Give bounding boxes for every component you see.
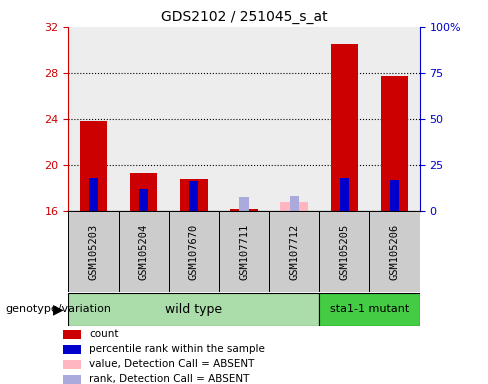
Text: count: count	[89, 329, 119, 339]
Bar	[319, 293, 420, 326]
Bar	[390, 180, 399, 211]
Bar	[330, 44, 358, 211]
Text: GSM107711: GSM107711	[239, 223, 249, 280]
Text: GSM105204: GSM105204	[139, 223, 149, 280]
Text: GSM105203: GSM105203	[88, 223, 99, 280]
Bar	[281, 202, 308, 211]
Bar	[180, 179, 207, 211]
Bar	[63, 330, 81, 339]
Bar	[68, 211, 119, 292]
Bar	[63, 375, 81, 384]
Bar	[319, 211, 369, 292]
Bar	[381, 76, 408, 211]
Text: GDS2102 / 251045_s_at: GDS2102 / 251045_s_at	[161, 10, 327, 23]
Text: percentile rank within the sample: percentile rank within the sample	[89, 344, 265, 354]
Bar	[63, 345, 81, 354]
Bar	[169, 211, 219, 292]
Bar	[119, 211, 169, 292]
Text: genotype/variation: genotype/variation	[5, 304, 111, 314]
Bar	[139, 189, 148, 211]
Bar	[219, 27, 269, 211]
Text: value, Detection Call = ABSENT: value, Detection Call = ABSENT	[89, 359, 255, 369]
Text: GSM105205: GSM105205	[339, 223, 349, 280]
Bar	[89, 178, 98, 211]
Text: GSM107712: GSM107712	[289, 223, 299, 280]
Bar	[189, 181, 198, 211]
Text: rank, Detection Call = ABSENT: rank, Detection Call = ABSENT	[89, 374, 250, 384]
Bar	[369, 211, 420, 292]
Text: GSM105206: GSM105206	[389, 223, 400, 280]
Text: sta1-1 mutant: sta1-1 mutant	[330, 304, 409, 314]
Bar	[119, 27, 169, 211]
Bar	[68, 293, 319, 326]
Bar	[319, 27, 369, 211]
Bar	[269, 211, 319, 292]
Bar	[269, 27, 319, 211]
Bar	[219, 211, 269, 292]
Text: GSM107670: GSM107670	[189, 223, 199, 280]
Bar	[290, 195, 299, 211]
Bar	[340, 178, 349, 211]
Bar	[240, 197, 248, 211]
Text: ▶: ▶	[53, 302, 64, 316]
Bar	[130, 173, 158, 211]
Bar	[230, 210, 258, 211]
Bar	[369, 27, 420, 211]
Bar	[63, 360, 81, 369]
Text: wild type: wild type	[165, 303, 223, 316]
Bar	[80, 121, 107, 211]
Bar	[169, 27, 219, 211]
Bar	[68, 27, 119, 211]
